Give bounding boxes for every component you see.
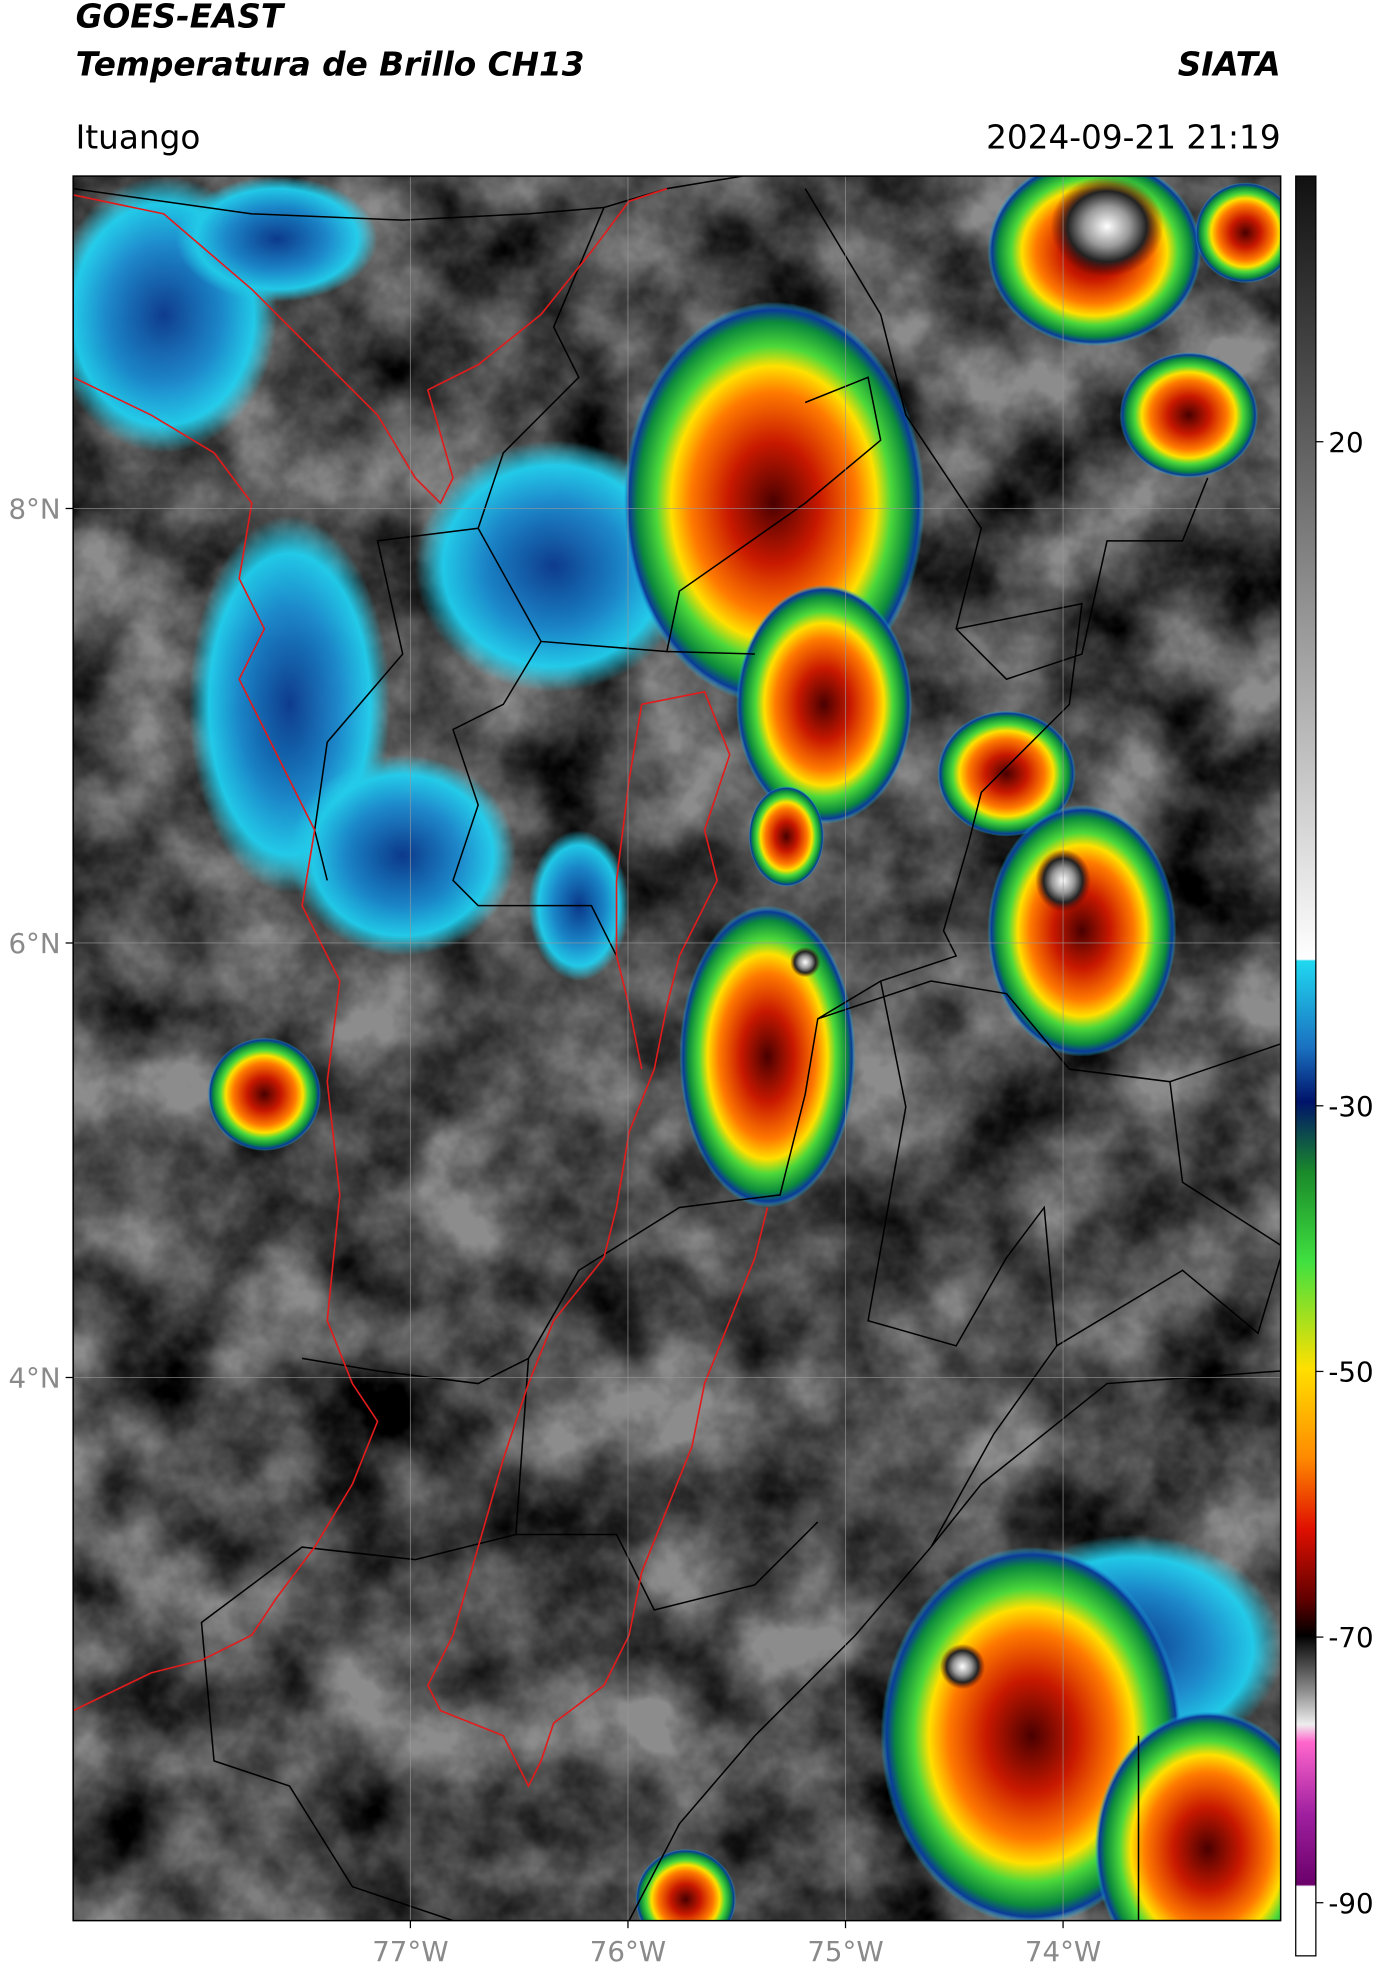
lon-tick-label: 76°W bbox=[590, 1935, 666, 1968]
datetime: 2024-09-21 21:19 bbox=[986, 118, 1281, 156]
subtitle: Temperatura de Brillo CH13 bbox=[76, 45, 585, 83]
lon-tick-label: 75°W bbox=[807, 1935, 883, 1968]
lon-tick-label: 74°W bbox=[1025, 1935, 1101, 1968]
map-frame bbox=[72, 175, 1282, 1922]
colorbar-tick-label: -70 bbox=[1328, 1621, 1373, 1654]
lon-tick-label: 77°W bbox=[372, 1935, 448, 1968]
satellite-image bbox=[73, 176, 1281, 1921]
colorbar-tick-label: -50 bbox=[1328, 1356, 1373, 1389]
lat-tick-label: 8°N bbox=[8, 493, 60, 526]
colorbar-tick-label: -30 bbox=[1328, 1090, 1373, 1123]
lat-tick-label: 6°N bbox=[8, 927, 60, 960]
location: Ituango bbox=[76, 118, 201, 156]
title: GOES-EAST bbox=[76, 0, 286, 36]
colorbar bbox=[1295, 175, 1317, 1957]
grid bbox=[73, 176, 1281, 1921]
lat-tick-label: 4°N bbox=[8, 1362, 60, 1395]
colorbar-tick-label: 20 bbox=[1328, 426, 1363, 459]
source: SIATA bbox=[1178, 45, 1281, 83]
colorbar-tick-label: -90 bbox=[1328, 1887, 1373, 1920]
